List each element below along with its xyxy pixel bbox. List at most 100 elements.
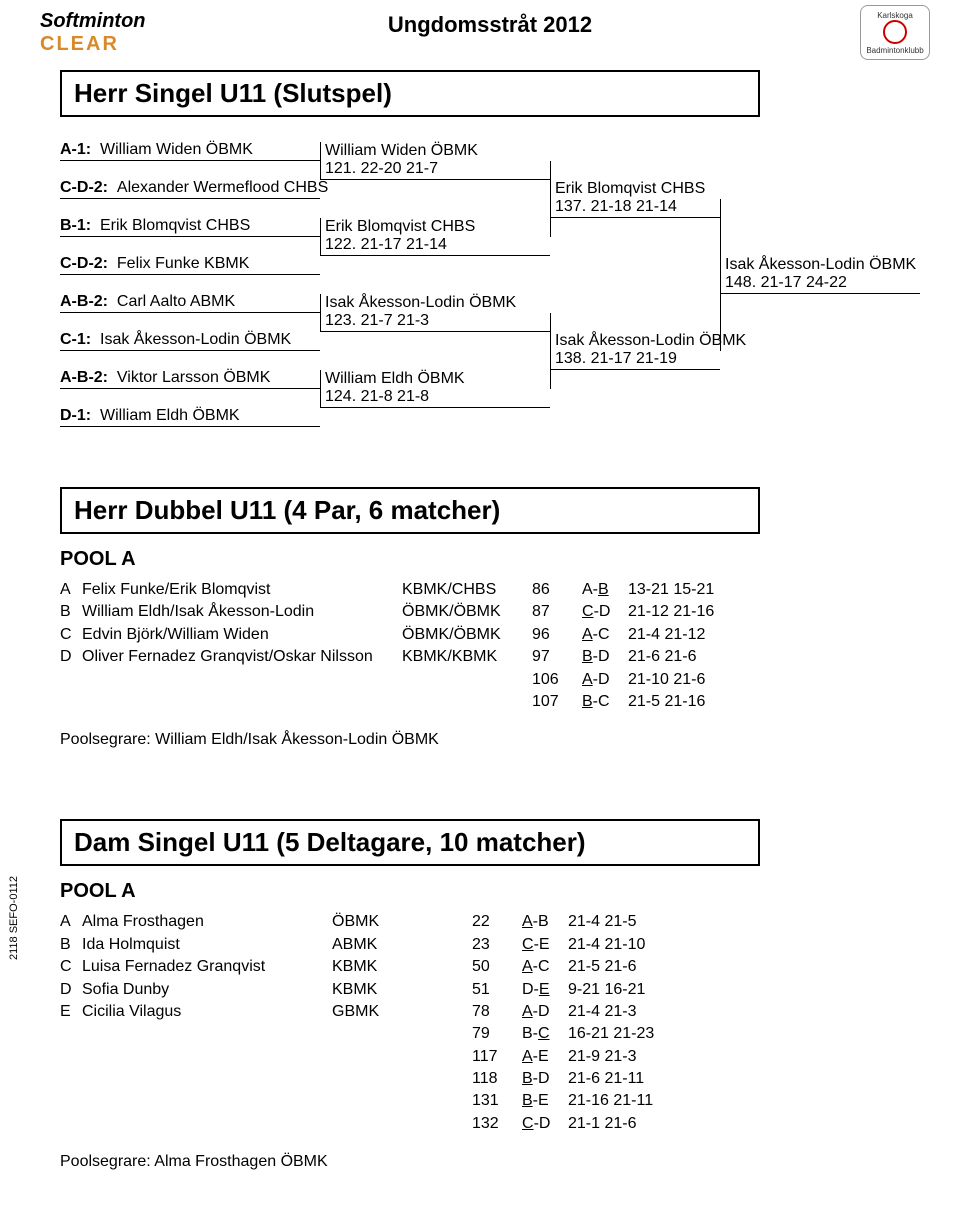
match-num: 51 (472, 979, 522, 1001)
match-score: 21-4 21-5 (568, 911, 768, 933)
r1-row: B-1: Erik Blomqvist CHBS (60, 217, 320, 237)
name: William Eldh ÖBMK (100, 407, 240, 424)
score: 122. 21-17 21-14 (320, 236, 447, 253)
name: Isak Åkesson-Lodin ÖBMK (100, 331, 291, 348)
match-num: 23 (472, 934, 522, 956)
letter (60, 691, 82, 713)
match-score: 21-4 21-3 (568, 1001, 768, 1023)
pair-name (82, 669, 402, 691)
match-code: A-E (522, 1046, 568, 1068)
pool-row: 79B-C16-21 21-23 (60, 1023, 920, 1045)
pair-name (82, 691, 402, 713)
page: 2118 SEFO-0112 Softminton CLEAR Ungdomss… (0, 0, 960, 1211)
logo-right-top: Karlskoga (877, 11, 913, 20)
club: ABMK (332, 934, 472, 956)
club (402, 669, 532, 691)
pool-row: AFelix Funke/Erik BlomqvistKBMK/CHBS86A-… (60, 579, 920, 601)
score: 123. 21-7 21-3 (320, 312, 429, 329)
pool-row: DOliver Fernadez Granqvist/Oskar Nilsson… (60, 646, 920, 668)
match-num: 107 (532, 691, 582, 713)
pool-row: BIda HolmquistABMK23C-E21-4 21-10 (60, 934, 920, 956)
shuttle-icon (883, 20, 907, 44)
club: ÖBMK (332, 911, 472, 933)
pool-row: ECicilia VilagusGBMK78A-D21-4 21-3 (60, 1001, 920, 1023)
logo-left-bottom: CLEAR (40, 33, 146, 56)
score: 148. 21-17 24-22 (720, 274, 847, 291)
club: KBMK/KBMK (402, 646, 532, 668)
seed: C-D-2: (60, 179, 108, 196)
pool-row: AAlma FrosthagenÖBMK22A-B21-4 21-5 (60, 911, 920, 933)
letter: D (60, 646, 82, 668)
match-num: 117 (472, 1046, 522, 1068)
match-score: 13-21 15-21 (628, 579, 828, 601)
pool-row: 132C-D21-1 21-6 (60, 1113, 920, 1135)
r2-name: William Eldh ÖBMK (325, 370, 465, 388)
pair-name: Oliver Fernadez Granqvist/Oskar Nilsson (82, 646, 402, 668)
letter: A (60, 911, 82, 933)
match-code: A-B (582, 579, 628, 601)
match-score: 9-21 16-21 (568, 979, 768, 1001)
match-score: 21-6 21-6 (628, 646, 828, 668)
match-code: C-E (522, 934, 568, 956)
seed: A-B-2: (60, 369, 108, 386)
club (332, 1090, 472, 1112)
pool-row: CEdvin Björk/William WidenÖBMK/ÖBMK96A-C… (60, 624, 920, 646)
pool-row: 107B-C21-5 21-16 (60, 691, 920, 713)
pair-name: Luisa Fernadez Granqvist (82, 956, 332, 978)
page-title: Ungdomsstråt 2012 (60, 10, 920, 38)
side-code: 2118 SEFO-0112 (8, 876, 20, 960)
pool-row: BWilliam Eldh/Isak Åkesson-LodinÖBMK/ÖBM… (60, 601, 920, 623)
r2-score: 124. 21-8 21-8 (320, 388, 550, 408)
club: KBMK (332, 979, 472, 1001)
r1-row: A-1: William Widen ÖBMK (60, 141, 320, 161)
logo-left-top: Softminton (40, 10, 146, 33)
name: Erik Blomqvist CHBS (100, 217, 250, 234)
match-num: 87 (532, 601, 582, 623)
pair-name: Cicilia Vilagus (82, 1001, 332, 1023)
r1-row: A-B-2: Carl Aalto ABMK (60, 293, 320, 313)
winner-label: Poolsegrare: (60, 1153, 151, 1170)
bracket: A-1: William Widen ÖBMK C-D-2: Alexander… (60, 117, 920, 437)
pool-row: 118B-D21-6 21-11 (60, 1068, 920, 1090)
match-score: 21-12 21-16 (628, 601, 828, 623)
club: KBMK (332, 956, 472, 978)
r2-score: 123. 21-7 21-3 (320, 312, 550, 332)
section2-title: Herr Dubbel U11 (4 Par, 6 matcher) (60, 487, 760, 534)
match-code: A-B (522, 911, 568, 933)
pool-label: POOL A (60, 548, 920, 571)
pair-name (82, 1046, 332, 1068)
pool-winner: Poolsegrare: Alma Frosthagen ÖBMK (60, 1153, 920, 1171)
r2-name: William Widen ÖBMK (325, 142, 478, 160)
r1-row: C-D-2: Alexander Wermeflood CHBS (60, 179, 320, 199)
seed: C-1: (60, 331, 91, 348)
match-num: 97 (532, 646, 582, 668)
pair-name: Felix Funke/Erik Blomqvist (82, 579, 402, 601)
match-score: 21-1 21-6 (568, 1113, 768, 1135)
name: Alexander Wermeflood CHBS (117, 179, 328, 196)
match-num: 86 (532, 579, 582, 601)
club: KBMK/CHBS (402, 579, 532, 601)
winner-name: Alma Frosthagen ÖBMK (154, 1153, 327, 1170)
match-score: 21-6 21-11 (568, 1068, 768, 1090)
section1-title: Herr Singel U11 (Slutspel) (60, 70, 760, 117)
pair-name (82, 1090, 332, 1112)
letter (60, 1113, 82, 1135)
letter (60, 1068, 82, 1090)
r3-name: Erik Blomqvist CHBS (555, 180, 705, 198)
pool-row: DSofia DunbyKBMK51D-E9-21 16-21 (60, 979, 920, 1001)
match-code: B-D (522, 1068, 568, 1090)
match-code: B-C (522, 1023, 568, 1045)
match-code: B-D (582, 646, 628, 668)
club: GBMK (332, 1001, 472, 1023)
match-score: 16-21 21-23 (568, 1023, 768, 1045)
pool-winner: Poolsegrare: William Eldh/Isak Åkesson-L… (60, 731, 920, 749)
match-score: 21-16 21-11 (568, 1090, 768, 1112)
letter: D (60, 979, 82, 1001)
club (332, 1023, 472, 1045)
club (332, 1068, 472, 1090)
match-score: 21-4 21-12 (628, 624, 828, 646)
seed: D-1: (60, 407, 91, 424)
match-code: B-E (522, 1090, 568, 1112)
r4-score: 148. 21-17 24-22 (720, 274, 920, 294)
pair-name (82, 1113, 332, 1135)
